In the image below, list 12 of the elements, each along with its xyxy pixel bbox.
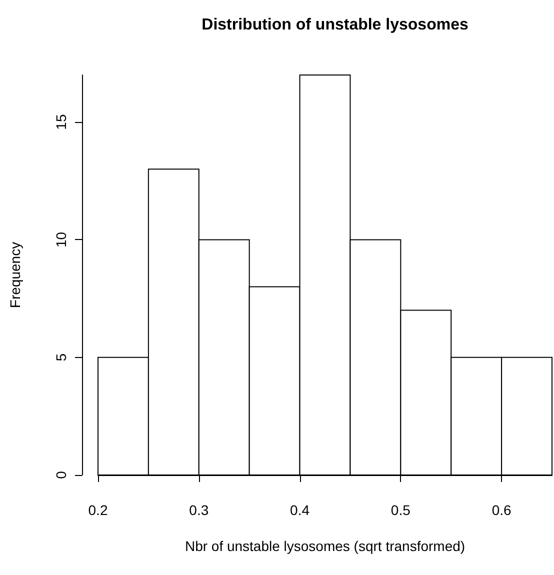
y-axis-title: Frequency (7, 242, 23, 308)
x-tick-label: 0.5 (390, 502, 411, 518)
x-tick-label: 0.4 (290, 502, 310, 518)
y-tick-label: 10 (53, 232, 69, 248)
chart-title: Distribution of unstable lysosomes (202, 16, 468, 34)
x-tick-label: 0.6 (492, 502, 512, 518)
y-tick-label: 15 (53, 114, 69, 130)
x-tick-label: 0.2 (88, 502, 108, 518)
x-tick-label: 0.3 (189, 502, 209, 518)
y-tick-label: 0 (53, 470, 69, 479)
x-axis-title: Nbr of unstable lysosomes (sqrt transformed) (184, 538, 466, 554)
y-tick-label: 5 (53, 353, 69, 362)
